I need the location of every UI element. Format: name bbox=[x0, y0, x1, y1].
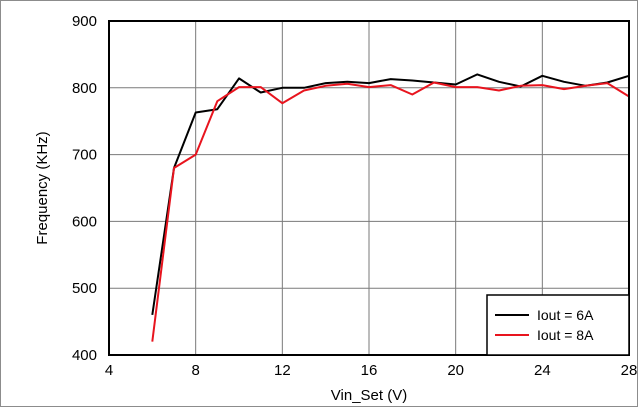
y-tick-label: 500 bbox=[72, 280, 97, 297]
y-tick-label: 900 bbox=[72, 13, 97, 30]
series-line-iout-6a bbox=[151, 73, 630, 316]
y-axis-label: Frequency (KHz) bbox=[34, 131, 51, 244]
x-tick-label: 12 bbox=[274, 362, 291, 379]
series-line-iout-8a bbox=[151, 81, 630, 342]
plot-border bbox=[108, 20, 630, 356]
legend: Iout = 6A Iout = 8A bbox=[486, 294, 630, 356]
legend-label-iout-6a: Iout = 6A bbox=[537, 307, 594, 323]
y-tick-label: 400 bbox=[72, 347, 97, 364]
series-layer bbox=[151, 73, 630, 342]
x-tick-label: 8 bbox=[191, 362, 199, 379]
y-tick-label: 700 bbox=[72, 147, 97, 164]
x-tick-label: 28 bbox=[621, 362, 638, 379]
x-axis-label: Vin_Set (V) bbox=[331, 387, 407, 404]
legend-label-iout-8a: Iout = 8A bbox=[537, 327, 594, 343]
y-tick-label: 600 bbox=[72, 213, 97, 230]
x-tick-label: 20 bbox=[447, 362, 464, 379]
y-tick-label: 800 bbox=[72, 80, 97, 97]
x-tick-label: 4 bbox=[105, 362, 113, 379]
tick-labels: 4 8 12 16 20 24 28 400 500 600 700 800 900 bbox=[72, 13, 637, 379]
x-tick-label: 24 bbox=[534, 362, 551, 379]
x-tick-label: 16 bbox=[361, 362, 378, 379]
legend-box bbox=[486, 294, 630, 356]
